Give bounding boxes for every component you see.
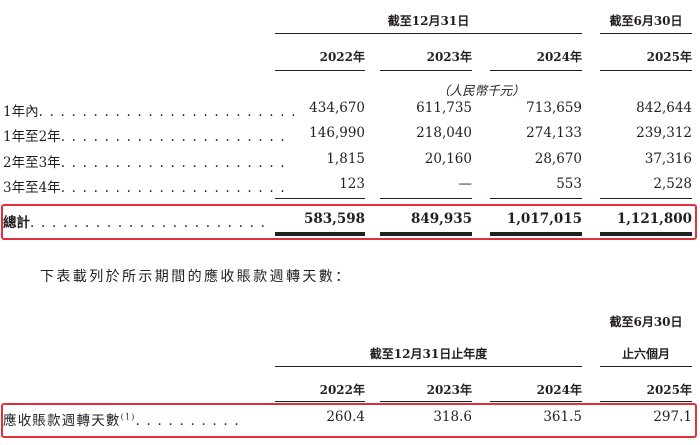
cell-2025: 2,528 <box>653 176 692 192</box>
table2-year-2022: 2022年 <box>319 383 365 397</box>
table2-year-rule-4 <box>600 401 692 402</box>
total-row-highlight <box>1 204 697 240</box>
cell-2022: 123 <box>339 176 365 192</box>
row-label: 應收賬款週轉天數 <box>3 413 121 429</box>
row-label: 3年至4年 <box>3 180 61 196</box>
table1-year-2025: 2025年 <box>646 50 692 64</box>
table2-group-rule-2 <box>600 366 692 367</box>
table1-group-rule-1 <box>275 33 582 34</box>
total-underline-3 <box>490 232 582 236</box>
table2-year-rule-1 <box>275 401 365 402</box>
cell-2022: 146,990 <box>309 125 365 141</box>
table1-year-rule-3 <box>490 70 582 71</box>
table2-group-header-jun30-line2: 止六個月 <box>621 347 670 361</box>
cell-2024: 361.5 <box>543 409 582 425</box>
cell-2025: 842,644 <box>636 100 692 116</box>
table1-year-rule-1 <box>275 70 365 71</box>
leader-dots: . . . . . . . . . . <box>135 413 240 429</box>
footnote-marker: (1) <box>120 412 136 422</box>
row-label: 1年至2年 <box>3 129 61 145</box>
cell-2022: 1,815 <box>326 151 365 167</box>
total-label: 總計 <box>3 215 30 231</box>
table1-group-rule-2 <box>600 33 692 34</box>
cell-2025: 239,312 <box>636 125 692 141</box>
row-label: 1年內 <box>3 104 39 120</box>
turnover-row-highlight <box>1 403 697 438</box>
total-underline-4 <box>600 232 692 236</box>
cell-2023: 318.6 <box>433 409 472 425</box>
cell-2024: 274,133 <box>526 125 582 141</box>
table1-year-2022: 2022年 <box>319 50 365 64</box>
intro-text: 下表載列於所示期間的應收賬款週轉天數： <box>40 269 352 285</box>
table1-group-header-jun30: 截至6月30日 <box>609 14 683 28</box>
leader-dots: . . . . . . . . . . . . . . . . . . . . … <box>30 215 267 231</box>
subtotal-rule-4 <box>600 198 692 199</box>
table2-group-rule-1 <box>275 366 582 367</box>
subtotal-rule-3 <box>490 198 582 199</box>
total-underline-1 <box>275 232 365 236</box>
table2-year-rule-3 <box>490 401 582 402</box>
total-2022: 583,598 <box>303 211 365 227</box>
cell-2025: 297.1 <box>653 409 692 425</box>
table2-year-rule-2 <box>380 401 472 402</box>
table1-year-rule-2 <box>380 70 472 71</box>
table2-group-header-dec31: 截至12月31日止年度 <box>369 347 488 361</box>
table1-year-2024: 2024年 <box>536 50 582 64</box>
total-underline-2 <box>380 232 472 236</box>
table1-group-header-dec31: 截至12月31日 <box>387 14 470 28</box>
total-2023: 849,935 <box>410 211 472 227</box>
table2-year-2023: 2023年 <box>426 383 472 397</box>
table1-year-2023: 2023年 <box>426 50 472 64</box>
row-label: 2年至3年 <box>3 155 61 171</box>
cell-2024: 553 <box>556 176 582 192</box>
cell-2023: 20,160 <box>424 151 472 167</box>
leader-dots: . . . . . . . . . . . . . . . . . . . . … <box>60 180 286 196</box>
total-2024: 1,017,015 <box>506 211 582 227</box>
leader-dots: . . . . . . . . . . . . . . . . . . . . … <box>60 155 286 171</box>
leader-dots: . . . . . . . . . . . . . . . . . . . . … <box>60 129 286 145</box>
cell-2023: 611,735 <box>416 100 472 116</box>
table1-unit-label: （人民幣千元） <box>437 83 525 98</box>
total-2025: 1,121,800 <box>616 211 692 227</box>
leader-dots: . . . . . . . . . . . . . . . . . . . . … <box>38 104 297 120</box>
cell-2022: 260.4 <box>326 409 365 425</box>
subtotal-rule-2 <box>380 198 472 199</box>
cell-2023: 218,040 <box>416 125 472 141</box>
cell-2024: 28,670 <box>534 151 582 167</box>
cell-2022: 434,670 <box>309 100 365 116</box>
table2-group-header-jun30-line1: 截至6月30日 <box>609 315 683 329</box>
cell-2023: — <box>458 176 473 192</box>
cell-2025: 37,316 <box>644 151 692 167</box>
subtotal-rule-1 <box>275 198 365 199</box>
table2-year-2024: 2024年 <box>536 383 582 397</box>
cell-2024: 713,659 <box>526 100 582 116</box>
table2-year-2025: 2025年 <box>646 383 692 397</box>
table1-year-rule-4 <box>600 70 692 71</box>
